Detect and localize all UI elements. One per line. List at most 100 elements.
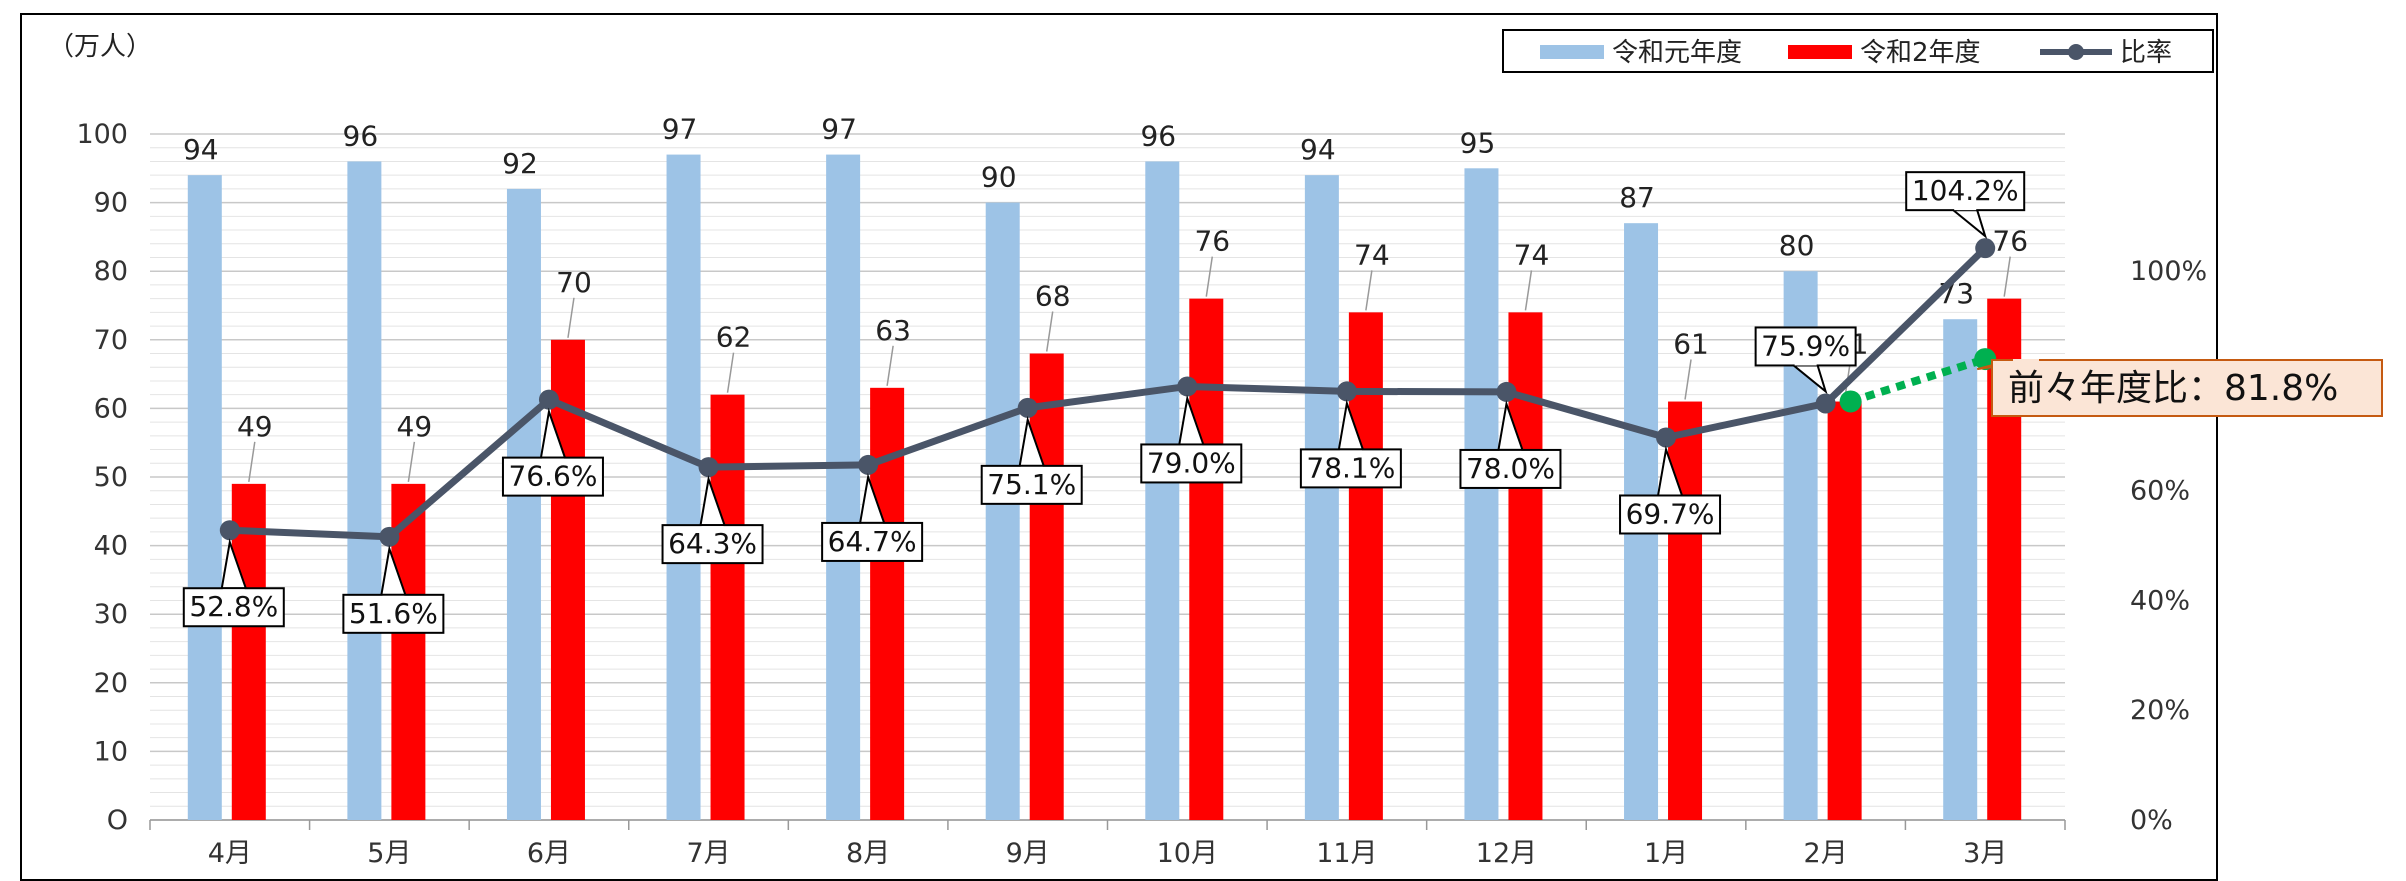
ratio-label: 52.8% (189, 590, 278, 623)
x-tick-label: 12月 (1476, 838, 1537, 869)
y-left-tick-label: 10 (94, 736, 128, 767)
ratio-point (1336, 381, 1357, 402)
bar-reiwa2 (231, 483, 266, 820)
legend-marker (2068, 44, 2084, 60)
ratio-label-box (1459, 448, 1562, 489)
x-tick-label: 8月 (846, 838, 890, 869)
green-dotted-line (1849, 355, 1987, 406)
ratio-label-box (661, 524, 764, 565)
ratio-line-path (229, 245, 1988, 541)
callout: 前々年度比：81.8% (1976, 359, 2383, 417)
y-left-tick-label: 80 (94, 256, 128, 287)
ratio-label-box (501, 456, 604, 497)
bar-value-label: 49 (237, 410, 273, 443)
bar-value-label: 97 (821, 113, 857, 146)
left-axis: O 10 20 30 40 50 60 70 80 90 100 (76, 119, 128, 836)
ratio-point (1017, 397, 1038, 418)
ratio-label: 78.0% (1466, 452, 1555, 485)
bar-label-leader (726, 352, 735, 393)
bar-value-label: 92 (502, 147, 538, 180)
ratio-label: 75.9% (1761, 329, 1850, 362)
bar-value-label: 74 (1354, 238, 1390, 271)
bar-label-leader (1524, 270, 1533, 311)
bars (187, 154, 2022, 821)
x-tick-label: 3月 (1963, 838, 2007, 869)
bar-label-leader (248, 441, 256, 482)
ratio-point (1975, 238, 1996, 259)
ratio-point (1815, 393, 1836, 414)
x-tick-label: 9月 (1006, 838, 1050, 869)
bar-labels: 94 49 96 49 92 70 97 62 97 63 90 68 96 76 94 74 95 74 87 61… (183, 113, 2028, 482)
x-tick-label: 2月 (1804, 838, 1848, 869)
bar-value-label: 73 (1938, 277, 1974, 310)
ratio-label: 64.3% (668, 527, 757, 560)
x-tick-label: 10月 (1157, 838, 1218, 869)
bar-label-leader (1205, 256, 1214, 297)
ratio-point (1496, 381, 1517, 402)
bar-value-label: 76 (1992, 225, 2028, 258)
x-tick-label: 5月 (367, 838, 411, 869)
bar-value-label: 70 (556, 266, 592, 299)
bar-label-leader (1045, 311, 1054, 352)
ratio-label-join (1794, 362, 1817, 366)
bar-label-leader (1365, 270, 1373, 311)
ratio-label: 51.6% (349, 597, 438, 630)
bar-reiwa2 (1668, 401, 1703, 820)
ratio-label-box (1140, 443, 1243, 484)
legend-label: 令和2年度 (1860, 38, 1981, 68)
ratio-label-join (1499, 450, 1522, 454)
callout-join (2013, 359, 2039, 362)
ratio-point (538, 389, 559, 410)
bar-value-label: 94 (183, 133, 219, 166)
y-left-tick-label: 20 (94, 668, 128, 699)
bar-value-label: 87 (1619, 181, 1655, 214)
y-right-tick-label: 100% (2130, 256, 2207, 287)
y-left-tick-label: 30 (94, 599, 128, 630)
bar-reiwa1 (506, 188, 541, 820)
ratio-label-join (1954, 207, 1977, 211)
ratio-label-join (701, 526, 724, 530)
ratio-label-join (222, 589, 245, 593)
ratio-label-box (1619, 494, 1722, 535)
y-right-tick-label: 40% (2130, 585, 2190, 616)
ratio-label: 76.6% (508, 460, 597, 493)
y-left-tick-label: 50 (94, 462, 128, 493)
bar-reiwa1 (826, 154, 861, 820)
x-tick-label: 6月 (527, 838, 571, 869)
bar-reiwa2 (710, 394, 745, 820)
y-right-tick-label: 20% (2130, 695, 2190, 726)
ratio-point (1656, 427, 1677, 448)
y-right-tick-label: 0% (2130, 805, 2173, 836)
bar-reiwa1 (1304, 175, 1339, 820)
bar-value-label: 90 (981, 161, 1017, 194)
ratio-label: 75.1% (987, 468, 1076, 501)
ratio-label-join (1339, 450, 1362, 454)
bar-reiwa1 (1145, 161, 1180, 820)
x-axis: 4月 5月 6月 7月 8月 9月 10月 11月 12月 1月 2月 3月 (149, 819, 2066, 869)
ratio-label: 79.0% (1147, 446, 1236, 479)
ratio-line (219, 238, 1996, 547)
legend-label: 令和元年度 (1612, 38, 1742, 68)
y-left-tick-label: 70 (94, 325, 128, 356)
y-right-tick-label: 60% (2130, 476, 2190, 507)
callout-box (1991, 359, 2383, 417)
ratio-point (698, 457, 719, 478)
ratio-point (379, 526, 400, 547)
bar-reiwa1 (985, 202, 1020, 821)
bar-value-label: 95 (1460, 126, 1496, 159)
y-left-tick-label: 90 (94, 188, 128, 219)
bar-value-label: 76 (1194, 225, 1230, 258)
ratio-label-box (1299, 448, 1402, 489)
bar-reiwa2 (550, 339, 585, 820)
ratio-label: 69.7% (1626, 497, 1715, 530)
legend-swatch (1788, 45, 1852, 59)
ratio-label-join (1020, 466, 1043, 470)
ratio-label-box (182, 587, 285, 628)
ratio-point (1177, 376, 1198, 397)
ratio-label-join (541, 458, 564, 462)
unit-label: （万人） (48, 32, 152, 62)
bar-label-leader (886, 345, 894, 386)
bar-reiwa1 (1943, 319, 1978, 820)
y-left-tick-label: 40 (94, 531, 128, 562)
ratio-labels: 52.8% 51.6% 76.6% 64.3% 64.7% 75.1% 79.0% 78.1%… (182, 171, 2026, 634)
